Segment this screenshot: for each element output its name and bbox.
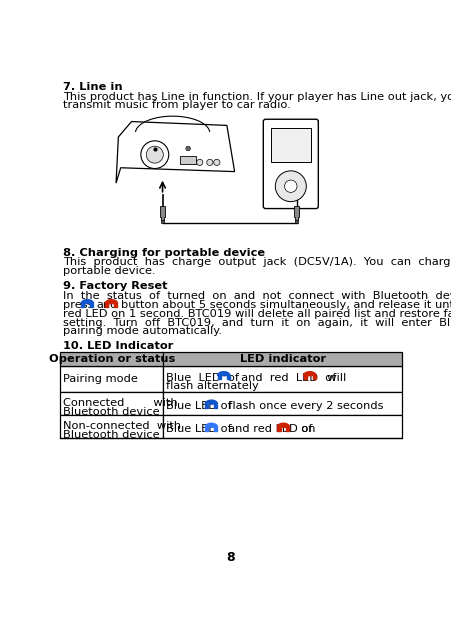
- Text: press: press: [63, 300, 93, 310]
- Polygon shape: [205, 423, 217, 427]
- Bar: [60, 392, 163, 415]
- Circle shape: [146, 146, 163, 163]
- Text: This  product  has  charge  output  jack  (DC5V/1A).  You  can  charge  for: This product has charge output jack (DC5…: [63, 258, 451, 267]
- Text: and  red  LED  of: and red LED of: [234, 373, 340, 383]
- Bar: [214, 405, 217, 408]
- Bar: [60, 366, 163, 392]
- Polygon shape: [116, 122, 235, 183]
- Polygon shape: [105, 299, 118, 304]
- Bar: [163, 392, 402, 415]
- Bar: [227, 376, 230, 379]
- Bar: [163, 366, 402, 392]
- Bar: [304, 376, 307, 379]
- Circle shape: [275, 171, 306, 202]
- Text: transmit music from player to car radio.: transmit music from player to car radio.: [63, 100, 290, 110]
- Text: red LED on 1 second. BTC019 will delete all paired list and restore factory: red LED on 1 second. BTC019 will delete …: [63, 308, 451, 319]
- Text: Blue LED of: Blue LED of: [166, 424, 236, 434]
- FancyBboxPatch shape: [263, 119, 318, 209]
- Bar: [90, 304, 93, 307]
- Text: setting.  Turn  off  BTC019,  and  turn  it  on  again,  it  will  enter  Blueto: setting. Turn off BTC019, and turn it on…: [63, 317, 451, 328]
- Bar: [81, 304, 84, 307]
- Circle shape: [214, 159, 220, 166]
- Bar: [161, 220, 164, 223]
- Text: Bluetooth device: Bluetooth device: [63, 430, 160, 440]
- Text: flash once every 2 seconds: flash once every 2 seconds: [221, 401, 384, 411]
- Text: Pairing mode: Pairing mode: [63, 374, 138, 384]
- Text: Connected        with: Connected with: [63, 398, 178, 408]
- Bar: [218, 376, 221, 379]
- Text: will: will: [320, 373, 346, 383]
- Bar: [106, 304, 109, 307]
- Polygon shape: [160, 206, 165, 220]
- Text: In  the  status  of  turned  on  and  not  connect  with  Bluetooth  device,  lo: In the status of turned on and not conne…: [63, 291, 451, 301]
- Bar: [163, 415, 402, 438]
- Text: 7. Line in: 7. Line in: [63, 82, 122, 92]
- Bar: [60, 415, 163, 438]
- Bar: [205, 405, 208, 408]
- Text: Bluetooth device: Bluetooth device: [63, 407, 160, 417]
- Text: portable device.: portable device.: [63, 267, 155, 276]
- Text: LED indicator: LED indicator: [239, 354, 326, 364]
- Text: Blue  LED  of: Blue LED of: [166, 373, 243, 383]
- Text: and: and: [97, 300, 118, 310]
- Polygon shape: [205, 400, 217, 404]
- Text: 8. Charging for portable device: 8. Charging for portable device: [63, 248, 265, 258]
- Circle shape: [141, 141, 169, 169]
- Bar: [114, 304, 117, 307]
- Bar: [286, 428, 290, 431]
- Bar: [277, 428, 281, 431]
- Text: Blue LED of: Blue LED of: [166, 401, 236, 411]
- Polygon shape: [217, 372, 230, 375]
- Circle shape: [197, 159, 203, 166]
- Polygon shape: [295, 206, 299, 220]
- Bar: [180, 156, 196, 164]
- Text: on: on: [294, 424, 315, 434]
- Polygon shape: [81, 299, 93, 304]
- Bar: [60, 352, 402, 366]
- Polygon shape: [277, 423, 290, 427]
- Bar: [313, 376, 316, 379]
- Text: 9. Factory Reset: 9. Factory Reset: [63, 281, 167, 291]
- Text: Non-connected  with: Non-connected with: [63, 421, 181, 431]
- Polygon shape: [304, 372, 316, 375]
- Text: 8: 8: [226, 551, 235, 564]
- Text: pairing mode automatically.: pairing mode automatically.: [63, 327, 221, 336]
- Bar: [205, 428, 208, 431]
- Text: This product has Line in function. If your player has Line out jack, you can: This product has Line in function. If yo…: [63, 91, 451, 102]
- Circle shape: [186, 146, 190, 151]
- Text: 10. LED Indicator: 10. LED Indicator: [63, 341, 173, 352]
- Bar: [271, 128, 311, 162]
- Circle shape: [285, 180, 297, 193]
- Text: flash alternately: flash alternately: [166, 381, 259, 392]
- Bar: [295, 220, 298, 223]
- Text: Operation or status: Operation or status: [49, 354, 175, 364]
- Text: and red LED of: and red LED of: [221, 424, 317, 434]
- Circle shape: [207, 159, 213, 166]
- Bar: [214, 428, 217, 431]
- Text: button about 5 seconds simultaneously, and release it until: button about 5 seconds simultaneously, a…: [121, 300, 451, 310]
